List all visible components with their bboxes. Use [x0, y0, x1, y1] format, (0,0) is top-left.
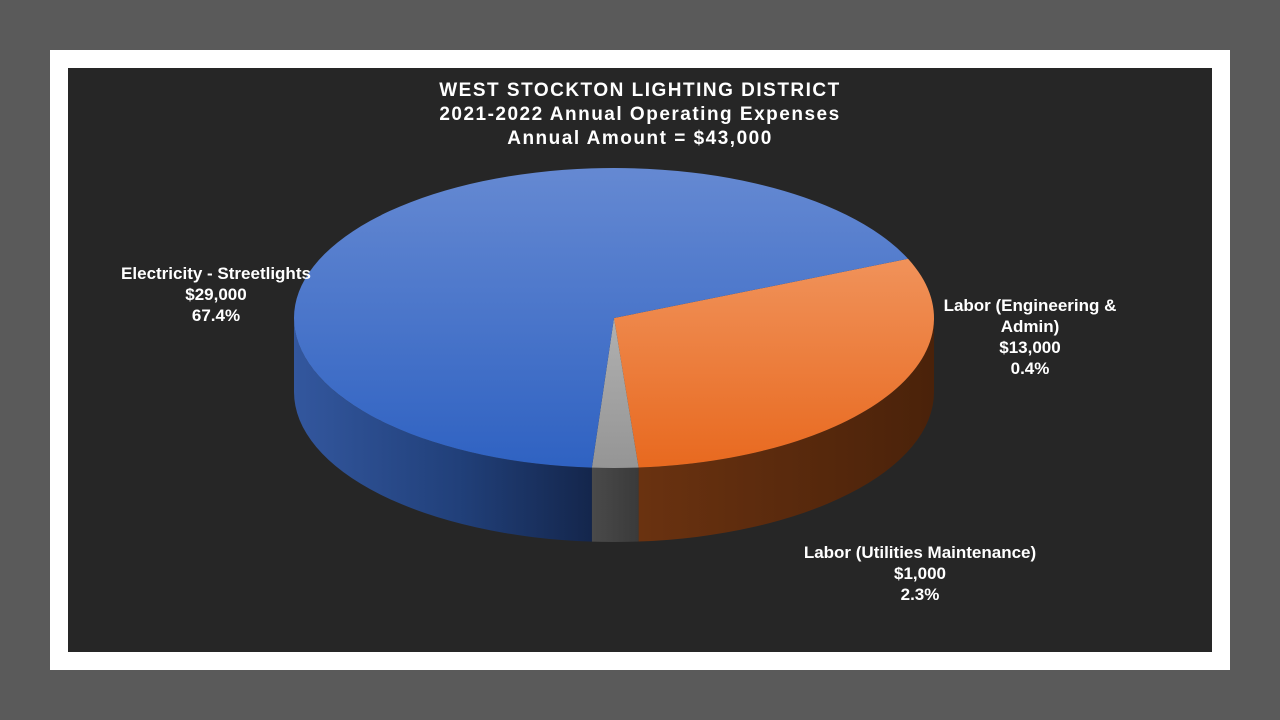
pie-side-electricity [294, 318, 592, 542]
slice-label-labor-engineering: Labor (Engineering & Admin) $13,000 0.4% [930, 295, 1130, 379]
slice-label-percent: 2.3% [900, 585, 940, 604]
slice-label-amount: $29,000 [185, 285, 247, 304]
slice-label-labor-utilities: Labor (Utilities Maintenance) $1,000 2.3… [780, 542, 1060, 605]
chart-title: WEST STOCKTON LIGHTING DISTRICT [439, 80, 841, 101]
pie-slice-labor-engineering [614, 258, 934, 468]
slice-label-name-line2: Admin) [1000, 317, 1060, 336]
pie-slice-electricity [293, 168, 909, 468]
chart-subtitle: 2021-2022 Annual Operating Expenses [439, 104, 841, 125]
slice-label-percent: 67.4% [191, 306, 241, 325]
slice-label-name: Labor (Engineering & [943, 296, 1117, 315]
chart-area: WEST STOCKTON LIGHTING DISTRICT 2021-202… [68, 68, 1212, 652]
slice-label-percent: 0.4% [1010, 359, 1050, 378]
slice-label-electricity: Electricity - Streetlights $29,000 67.4% [106, 263, 326, 326]
pie-side-labor-utilities [591, 467, 639, 542]
slice-label-name: Electricity - Streetlights [121, 264, 311, 283]
pie-chart [293, 168, 934, 542]
chart-frame: WEST STOCKTON LIGHTING DISTRICT 2021-202… [50, 50, 1230, 670]
pie-slice-labor-utilities [591, 318, 639, 468]
pie-side-labor-engineering [638, 318, 934, 542]
slice-label-amount: $13,000 [999, 338, 1061, 357]
slice-label-name: Labor (Utilities Maintenance) [803, 543, 1037, 562]
chart-subtitle-amount: Annual Amount = $43,000 [507, 128, 773, 149]
slice-label-amount: $1,000 [894, 564, 946, 583]
